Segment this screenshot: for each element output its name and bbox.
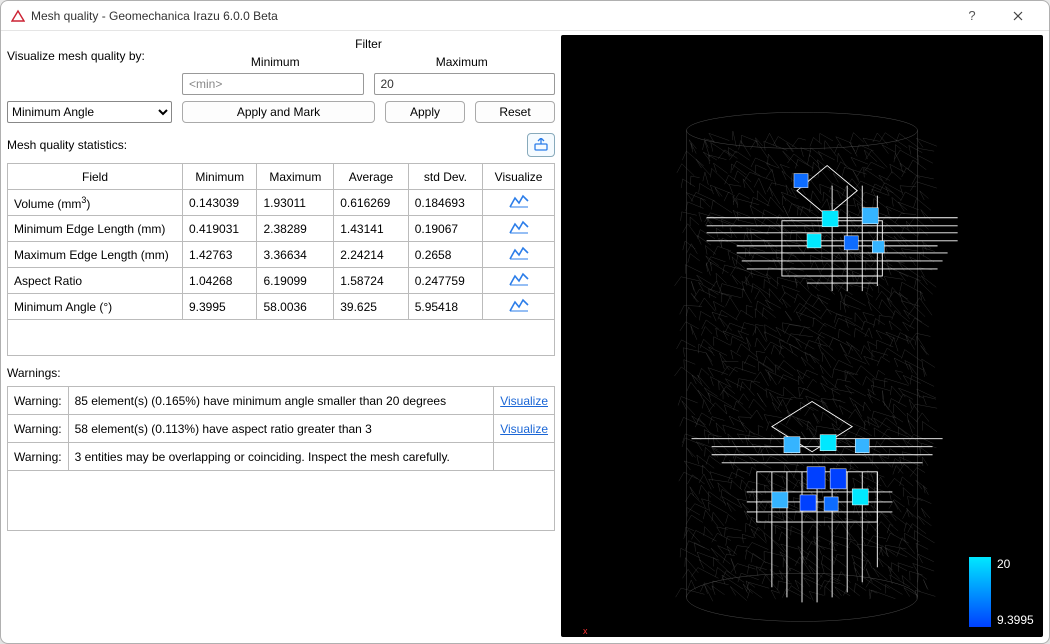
min-cell: 0.419031 xyxy=(183,216,257,242)
stats-col-header: std Dev. xyxy=(408,164,482,190)
warning-visualize-link[interactable]: Visualize xyxy=(500,394,548,408)
svg-text:x: x xyxy=(583,626,588,636)
visualize-chart-icon[interactable] xyxy=(483,268,555,294)
close-button[interactable] xyxy=(995,1,1041,31)
reset-button[interactable]: Reset xyxy=(475,101,555,123)
visualize-by-label: Visualize mesh quality by: xyxy=(7,35,172,63)
std-cell: 0.184693 xyxy=(408,190,482,216)
colorbar-min-label: 9.3995 xyxy=(997,613,1034,627)
stats-table: FieldMinimumMaximumAveragestd Dev.Visual… xyxy=(7,163,555,320)
warnings-table: Warning:85 element(s) (0.165%) have mini… xyxy=(7,386,555,471)
std-cell: 0.2658 xyxy=(408,242,482,268)
app-window: Mesh quality - Geomechanica Irazu 6.0.0 … xyxy=(0,0,1050,644)
warning-label-cell: Warning: xyxy=(8,443,69,471)
warning-text-cell: 58 element(s) (0.113%) have aspect ratio… xyxy=(68,415,494,443)
warning-visualize-link[interactable]: Visualize xyxy=(500,422,548,436)
left-pane: Visualize mesh quality by: Filter Minimu… xyxy=(7,35,555,637)
warnings-heading: Warnings: xyxy=(7,366,555,380)
filter-min-input[interactable] xyxy=(182,73,364,95)
apply-button[interactable]: Apply xyxy=(385,101,465,123)
table-row: Minimum Edge Length (mm)0.4190312.382891… xyxy=(8,216,555,242)
field-cell: Maximum Edge Length (mm) xyxy=(8,242,183,268)
export-icon-button[interactable] xyxy=(527,133,555,157)
max-cell: 3.36634 xyxy=(257,242,334,268)
std-cell: 0.19067 xyxy=(408,216,482,242)
colorbar-gradient xyxy=(969,557,991,627)
warning-row: Warning:58 element(s) (0.113%) have aspe… xyxy=(8,415,555,443)
min-cell: 1.04268 xyxy=(183,268,257,294)
max-cell: 6.19099 xyxy=(257,268,334,294)
apply-and-mark-button[interactable]: Apply and Mark xyxy=(182,101,375,123)
warning-text-cell: 85 element(s) (0.165%) have minimum angl… xyxy=(68,387,494,415)
min-cell: 1.42763 xyxy=(183,242,257,268)
stats-header-row: Mesh quality statistics: xyxy=(7,133,555,157)
warning-label-cell: Warning: xyxy=(8,415,69,443)
field-cell: Aspect Ratio xyxy=(8,268,183,294)
filter-row-2: Minimum Angle Apply and Mark Apply Reset xyxy=(7,101,555,123)
min-column-label: Minimum xyxy=(182,55,369,69)
warning-visualize-cell xyxy=(494,443,555,471)
visualize-chart-icon[interactable] xyxy=(483,216,555,242)
filter-heading: Filter xyxy=(182,37,555,51)
stats-col-header: Average xyxy=(334,164,408,190)
app-icon xyxy=(11,9,25,23)
max-cell: 1.93011 xyxy=(257,190,334,216)
warning-label-cell: Warning: xyxy=(8,387,69,415)
std-cell: 0.247759 xyxy=(408,268,482,294)
max-column-label: Maximum xyxy=(369,55,556,69)
stats-table-filler xyxy=(7,320,555,356)
filter-max-input[interactable] xyxy=(374,73,556,95)
min-cell: 0.143039 xyxy=(183,190,257,216)
viewport-svg xyxy=(561,35,1043,637)
avg-cell: 0.616269 xyxy=(334,190,408,216)
stats-col-header: Field xyxy=(8,164,183,190)
min-cell: 9.3995 xyxy=(183,294,257,320)
visualize-chart-icon[interactable] xyxy=(483,190,555,216)
field-cell: Minimum Edge Length (mm) xyxy=(8,216,183,242)
minmax-inputs xyxy=(182,73,555,95)
warning-row: Warning:3 entities may be overlapping or… xyxy=(8,443,555,471)
visualize-chart-icon[interactable] xyxy=(483,294,555,320)
stats-heading: Mesh quality statistics: xyxy=(7,138,527,152)
titlebar: Mesh quality - Geomechanica Irazu 6.0.0 … xyxy=(1,1,1049,31)
filter-row-1: Visualize mesh quality by: Filter Minimu… xyxy=(7,35,555,95)
avg-cell: 1.58724 xyxy=(334,268,408,294)
avg-cell: 1.43141 xyxy=(334,216,408,242)
visualize-by-select[interactable]: Minimum Angle xyxy=(7,101,172,123)
max-cell: 58.0036 xyxy=(257,294,334,320)
warning-row: Warning:85 element(s) (0.165%) have mini… xyxy=(8,387,555,415)
minmax-header: Minimum Maximum xyxy=(182,55,555,69)
visualize-chart-icon[interactable] xyxy=(483,242,555,268)
table-row: Maximum Edge Length (mm)1.427633.366342.… xyxy=(8,242,555,268)
window-title: Mesh quality - Geomechanica Irazu 6.0.0 … xyxy=(31,9,949,23)
std-cell: 5.95418 xyxy=(408,294,482,320)
warnings-table-filler xyxy=(7,471,555,531)
avg-cell: 2.24214 xyxy=(334,242,408,268)
warning-visualize-cell: Visualize xyxy=(494,415,555,443)
stats-table-container: FieldMinimumMaximumAveragestd Dev.Visual… xyxy=(7,161,555,356)
warning-text-cell: 3 entities may be overlapping or coincid… xyxy=(68,443,494,471)
stats-col-header: Minimum xyxy=(183,164,257,190)
table-row: Volume (mm3)0.1430391.930110.6162690.184… xyxy=(8,190,555,216)
stats-col-header: Visualize xyxy=(483,164,555,190)
help-button[interactable]: ? xyxy=(949,1,995,31)
filter-block: Filter Minimum Maximum xyxy=(182,35,555,95)
warning-visualize-cell: Visualize xyxy=(494,387,555,415)
3d-viewport[interactable]: 20 9.3995 x y z xyxy=(561,35,1043,637)
max-cell: 2.38289 xyxy=(257,216,334,242)
field-cell: Minimum Angle (°) xyxy=(8,294,183,320)
stats-col-header: Maximum xyxy=(257,164,334,190)
avg-cell: 39.625 xyxy=(334,294,408,320)
field-cell: Volume (mm3) xyxy=(8,190,183,216)
table-row: Minimum Angle (°)9.399558.003639.6255.95… xyxy=(8,294,555,320)
content-area: Visualize mesh quality by: Filter Minimu… xyxy=(1,31,1049,643)
warnings-table-container: Warning:85 element(s) (0.165%) have mini… xyxy=(7,384,555,531)
colorbar: 20 9.3995 xyxy=(965,557,1033,627)
table-row: Aspect Ratio1.042686.190991.587240.24775… xyxy=(8,268,555,294)
colorbar-max-label: 20 xyxy=(997,557,1034,571)
